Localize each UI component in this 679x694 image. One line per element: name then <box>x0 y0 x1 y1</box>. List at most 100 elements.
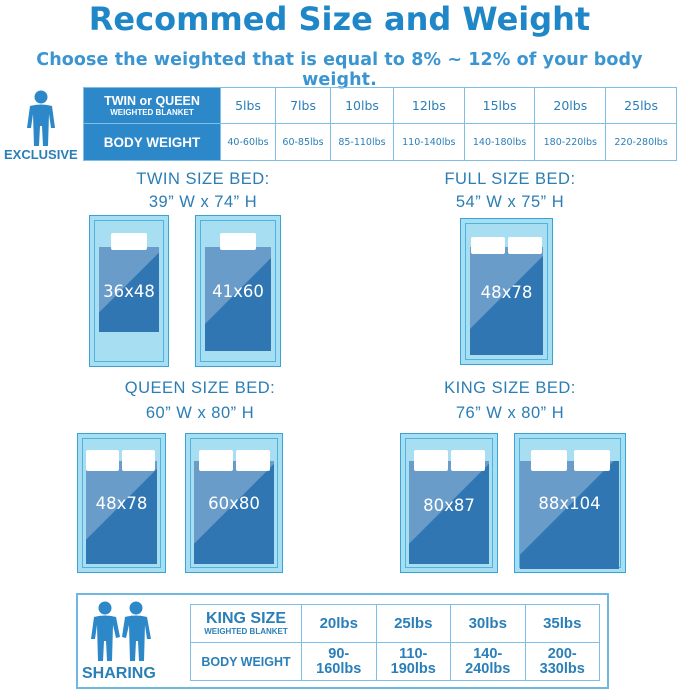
blanket-weight-cell: 25lbs <box>375 604 451 643</box>
body-weight-cell: 200- 330lbs <box>524 642 600 681</box>
full-bed-48x78: 48x78 <box>460 218 553 365</box>
blanket-weight-cell: 10lbs <box>330 87 394 124</box>
body-weight-cell: 60-85lbs <box>275 123 332 161</box>
body-weight-cell: 140-180lbs <box>463 123 536 161</box>
blanket-weight-cell: 15lbs <box>463 87 536 124</box>
pillow <box>451 450 485 471</box>
blanket-weight-cell: 12lbs <box>392 87 465 124</box>
pillow <box>86 450 119 471</box>
exclusive-header-cell: TWIN or QUEEN WEIGHTED BLANKET <box>83 87 221 124</box>
blanket-size-label: 88x104 <box>538 494 601 513</box>
blanket-glare <box>205 247 271 351</box>
body-weight-line: 90- <box>328 645 350 662</box>
twin-bed-36x48: 36x48 <box>89 215 169 367</box>
page-title: Recommed Size and Weight <box>88 0 591 38</box>
bed-frame <box>465 223 548 360</box>
king-bed-dims: 76” W x 80” H <box>455 404 565 422</box>
body-weight-line: 330lbs <box>539 660 585 677</box>
body-weight-line: 240lbs <box>465 660 511 677</box>
page-subtitle: Choose the weighted that is equal to 8% … <box>36 50 643 90</box>
body-weight-line: 200- <box>547 645 577 662</box>
queen-bed-60x80: 60x80 <box>185 433 283 573</box>
exclusive-body-label: BODY WEIGHT <box>83 123 221 161</box>
bed-frame <box>405 438 493 568</box>
blanket: 80x87 <box>409 461 489 564</box>
body-weight-cell: 140- 240lbs <box>450 642 526 681</box>
blanket-size-label: 48x78 <box>480 283 533 302</box>
blanket-size-label: 36x48 <box>103 282 155 301</box>
blanket-weight-cell: 30lbs <box>450 604 526 643</box>
blanket: 36x48 <box>99 247 159 332</box>
two-people-icon <box>91 601 151 661</box>
pillow <box>122 450 155 471</box>
sharing-section <box>76 593 609 689</box>
exclusive-weight-table: TWIN or QUEEN WEIGHTED BLANKET 5lbs 7lbs… <box>83 87 677 161</box>
pillow <box>531 450 567 471</box>
bed-frame <box>200 220 276 362</box>
bed-frame <box>94 220 164 362</box>
sharing-caption: SHARING <box>82 665 156 682</box>
twin-bed-label: TWIN SIZE BED: <box>136 170 270 188</box>
blanket-glare <box>99 247 159 332</box>
pillow <box>199 450 233 471</box>
blanket-size-label: 41x60 <box>212 282 264 301</box>
body-weight-cell: 110- 190lbs <box>375 642 451 681</box>
body-weight-cell: 90- 160lbs <box>301 642 377 681</box>
blanket-weight-cell: 7lbs <box>275 87 332 124</box>
blanket: 88x104 <box>520 461 619 569</box>
pillow <box>111 233 147 250</box>
blanket-weight-cell: 20lbs <box>534 87 607 124</box>
twin-bed-41x60: 41x60 <box>195 215 281 367</box>
exclusive-caption: EXCLUSIVE <box>4 147 78 162</box>
blanket-weight-cell: 5lbs <box>219 87 277 124</box>
pillow <box>471 237 505 254</box>
single-person-icon <box>27 90 55 146</box>
blanket-size-label: 60x80 <box>208 494 260 513</box>
sharing-header-sub: WEIGHTED BLANKET <box>204 627 288 636</box>
blanket-size-label: 80x87 <box>423 496 475 515</box>
blanket: 48x78 <box>86 461 157 564</box>
body-weight-cell: 220-280lbs <box>605 123 677 161</box>
blanket-glare <box>86 461 157 564</box>
blanket: 48x78 <box>470 247 543 355</box>
sharing-header-main: KING SIZE <box>205 610 286 627</box>
sharing-weight-table: KING SIZE WEIGHTED BLANKET 20lbs 25lbs 3… <box>190 604 600 681</box>
exclusive-header-main: TWIN or QUEEN <box>104 93 200 108</box>
full-bed-dims: 54” W x 75” H <box>455 193 565 211</box>
pillow <box>236 450 270 471</box>
body-weight-line: 190lbs <box>390 660 436 677</box>
queen-bed-label: QUEEN SIZE BED: <box>124 379 276 397</box>
blanket: 41x60 <box>205 247 271 351</box>
blanket-size-label: 48x78 <box>95 494 148 513</box>
king-bed-label: KING SIZE BED: <box>444 379 576 397</box>
body-weight-line: 140- <box>473 645 503 662</box>
blanket: 60x80 <box>194 461 274 564</box>
full-bed-label: FULL SIZE BED: <box>444 170 576 188</box>
blanket-weight-cell: 25lbs <box>605 87 677 124</box>
blanket-weight-cell: 35lbs <box>524 604 600 643</box>
body-weight-cell: 110-140lbs <box>392 123 465 161</box>
bed-frame <box>190 438 278 568</box>
blanket-glare <box>520 461 619 569</box>
body-weight-cell: 180-220lbs <box>534 123 607 161</box>
body-weight-line: 110- <box>399 645 428 662</box>
twin-bed-dims: 39” W x 74” H <box>148 193 258 211</box>
pillow <box>220 233 256 250</box>
pillow <box>414 450 448 471</box>
exclusive-header-sub: WEIGHTED BLANKET <box>110 107 194 117</box>
blanket-glare <box>409 461 489 564</box>
bed-frame <box>82 438 161 568</box>
pillow <box>574 450 610 471</box>
blanket-weight-cell: 20lbs <box>301 604 377 643</box>
queen-bed-48x78: 48x78 <box>77 433 166 573</box>
blanket-glare <box>470 247 543 355</box>
body-weight-line: 160lbs <box>316 660 362 677</box>
pillow <box>508 237 542 254</box>
sharing-body-label: BODY WEIGHT <box>190 642 302 681</box>
blanket-glare <box>194 461 274 564</box>
body-weight-cell: 40-60lbs <box>219 123 277 161</box>
king-bed-88x104: 88x104 <box>514 433 626 573</box>
sharing-header-cell: KING SIZE WEIGHTED BLANKET <box>190 604 302 643</box>
king-bed-80x87: 80x87 <box>400 433 498 573</box>
body-weight-cell: 85-110lbs <box>330 123 394 161</box>
